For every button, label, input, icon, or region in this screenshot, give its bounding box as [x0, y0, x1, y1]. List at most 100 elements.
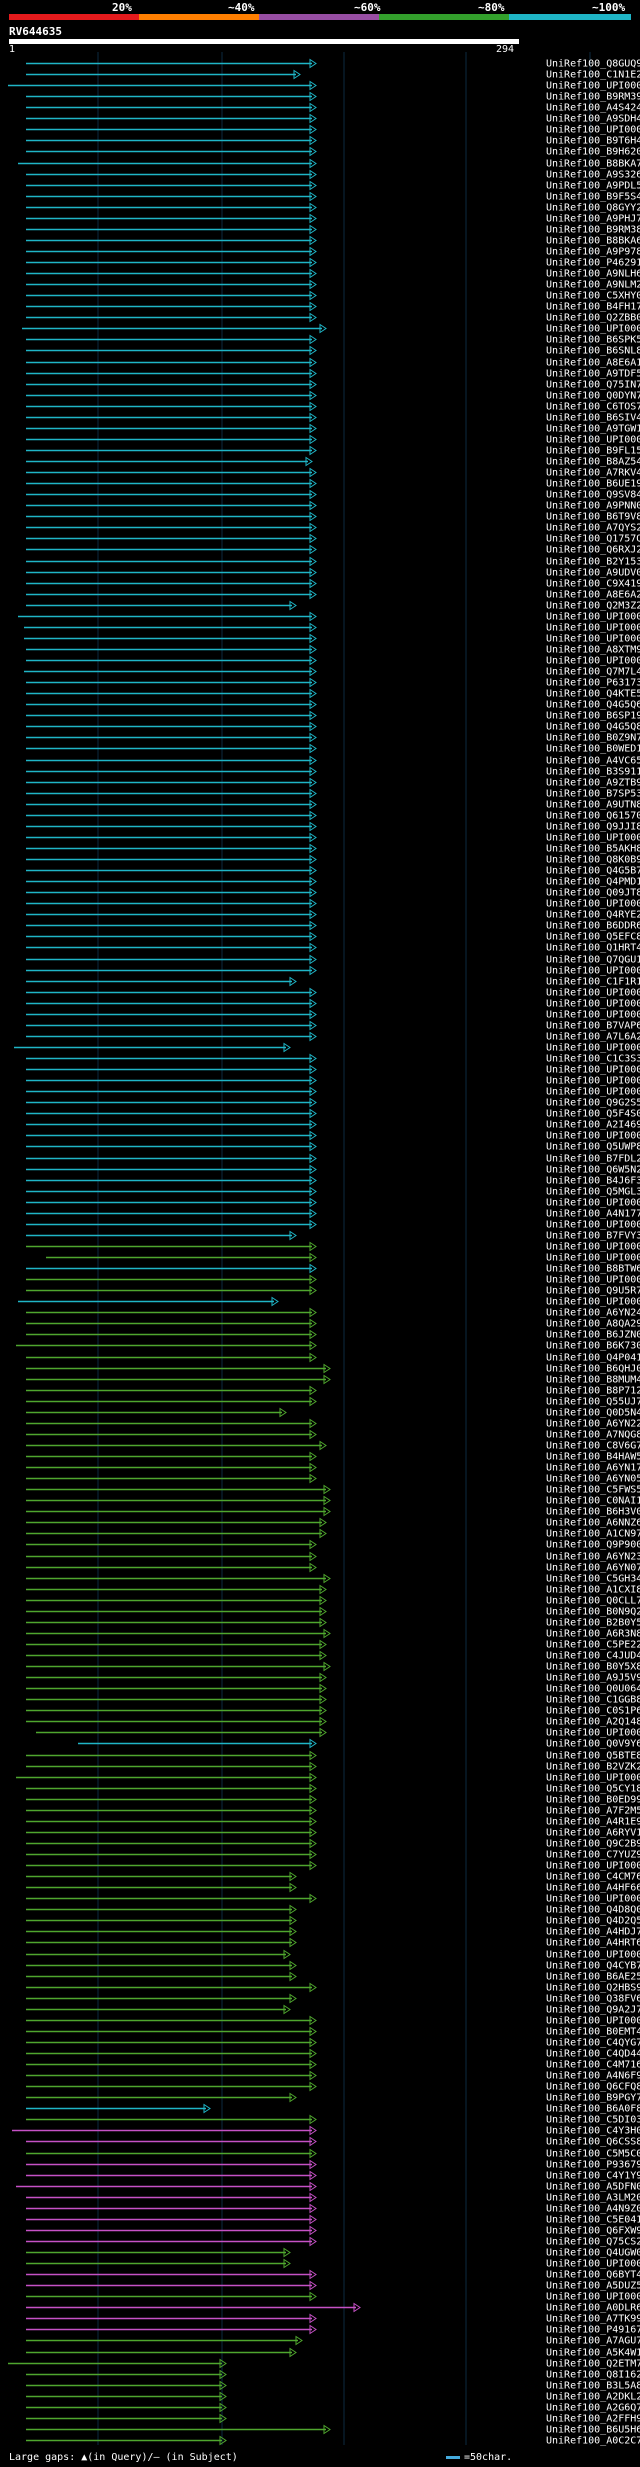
hit-arrow	[309, 1208, 317, 1219]
hit-label: UniRef100_Q8GUQ9	[546, 59, 640, 70]
hit-row: UniRef100_UPI000..	[26, 1198, 640, 1209]
hit-label: UniRef100_B0WED1	[546, 744, 640, 755]
hit-row: UniRef100_Q1757Q	[26, 534, 640, 545]
hit-row: UniRef100_C5M5C0	[26, 2149, 640, 2160]
hit-label: UniRef100_A9P978	[546, 247, 640, 258]
hit-arrow	[319, 1727, 327, 1738]
hit-row: UniRef100_Q55UJ7	[26, 1397, 640, 1408]
hit-label: UniRef100_B7FVY3	[546, 1231, 640, 1242]
hit-arrow	[309, 124, 317, 135]
hit-arrow	[289, 1904, 297, 1915]
hit-label: UniRef100_A1CN97	[546, 1529, 640, 1540]
hit-row: UniRef100_UPI000..	[26, 1242, 640, 1253]
hit-row: UniRef100_Q9C2B9	[26, 1839, 640, 1850]
hit-arrow	[309, 987, 317, 998]
hit-label: UniRef100_B9FL15	[546, 446, 640, 457]
hit-label: UniRef100_Q6BYT4	[546, 2270, 640, 2281]
hit-arrow	[309, 1020, 317, 1031]
hit-arrow	[309, 202, 317, 213]
hit-label: UniRef100_B4HAW5	[546, 1452, 640, 1463]
hit-row: UniRef100_A6YN24	[26, 1308, 640, 1319]
hit-row: UniRef100_UPI000..	[26, 988, 640, 999]
hit-row: UniRef100_UPI000..	[26, 999, 640, 1010]
hit-arrow	[219, 2402, 227, 2413]
legend-color-cyan	[509, 14, 631, 20]
hit-label: UniRef100_A9TGW1	[546, 424, 640, 435]
hit-label: UniRef100_UPI000..	[546, 899, 640, 910]
hit-arrow	[319, 1440, 327, 1451]
hit-label: UniRef100_A0DLR6	[546, 2303, 640, 2314]
hit-label: UniRef100_A7L6A2	[546, 1032, 640, 1043]
hit-arrow	[309, 1816, 317, 1827]
hit-row: UniRef100_A1CXI8	[26, 1585, 640, 1596]
hit-arrow	[309, 1473, 317, 1484]
hit-row: UniRef100_B0Y5X8	[26, 1662, 640, 1673]
hit-row: UniRef100_A5DFN0	[16, 2182, 640, 2193]
hit-row: UniRef100_C1GGB8	[26, 1695, 640, 1706]
hit-row: UniRef100_B2B0Y5	[26, 1618, 640, 1629]
hit-row: UniRef100_Q9SV84	[26, 490, 640, 501]
hit-arrow	[309, 1418, 317, 1429]
hit-label: UniRef100_B2B0Y5	[546, 1618, 640, 1629]
hit-arrow	[309, 1252, 317, 1263]
hit-arrow	[309, 854, 317, 865]
hit-label: UniRef100_A2FFH9	[546, 2414, 640, 2425]
hit-label: UniRef100_C7YUZ9	[546, 1850, 640, 1861]
hit-arrow	[289, 1926, 297, 1937]
hit-label: UniRef100_Q1757Q	[546, 534, 640, 545]
hit-label: UniRef100_Q7QGU1	[546, 955, 640, 966]
hit-label: UniRef100_C8V6G7	[546, 1441, 640, 1452]
hit-arrow	[309, 611, 317, 622]
hit-label: UniRef100_A7TK99	[546, 2314, 640, 2325]
hit-arrow	[309, 2269, 317, 2280]
hit-row: UniRef100_UPI000..	[26, 833, 640, 844]
hit-arrow	[289, 1993, 297, 2004]
hit-label: UniRef100_UPI000..	[546, 1275, 640, 1286]
hit-row: UniRef100_A7AGU7	[26, 2336, 640, 2347]
hit-label: UniRef100_Q0U064	[546, 1684, 640, 1695]
hit-row: UniRef100_UPI000..	[26, 125, 640, 136]
hit-row: UniRef100_A4HRT6	[26, 1938, 640, 1949]
hit-arrow	[309, 2148, 317, 2159]
hit-arrow	[309, 1285, 317, 1296]
hit-arrow	[323, 2424, 331, 2435]
hit-label: UniRef100_B8AZ54	[546, 457, 640, 468]
hit-label: UniRef100_Q09JT8	[546, 888, 640, 899]
hit-arrow	[309, 909, 317, 920]
hit-label: UniRef100_Q4G5Q8	[546, 722, 640, 733]
hit-row: UniRef100_A9PDL5	[26, 181, 640, 192]
hit-arrow	[309, 1385, 317, 1396]
hit-row: UniRef100_UPI000..	[36, 1728, 640, 1739]
hit-arrow	[309, 1307, 317, 1318]
hit-label: UniRef100_A4N9Z0	[546, 2204, 640, 2215]
hit-arrow	[219, 2369, 227, 2380]
hit-row: UniRef100_C5E041	[26, 2215, 640, 2226]
hit-label: UniRef100_UPI000..	[546, 1297, 640, 1308]
hit-arrow	[309, 666, 317, 677]
hit-label: UniRef100_Q4P041	[546, 1353, 640, 1364]
hit-row: UniRef100_Q4G5B7	[26, 866, 640, 877]
hit-label: UniRef100_C1F1R1	[546, 977, 640, 988]
hit-arrow	[309, 633, 317, 644]
hit-label: UniRef100_A6YN05	[546, 1474, 640, 1485]
legend-color-green	[379, 14, 509, 20]
hit-arrow	[309, 2081, 317, 2092]
hit-label: UniRef100_B7SP53	[546, 789, 640, 800]
hit-row: UniRef100_Q7QGU1	[26, 955, 640, 966]
hit-arrow	[309, 235, 317, 246]
hit-row: UniRef100_UPI000..	[18, 1297, 640, 1308]
hit-label: UniRef100_B0N9Q2	[546, 1607, 640, 1618]
hit-row: UniRef100_Q61570	[26, 811, 640, 822]
hit-arrow	[309, 2125, 317, 2136]
hit-label: UniRef100_C4JUD4	[546, 1651, 640, 1662]
hit-label: UniRef100_A4R1E9	[546, 1817, 640, 1828]
hit-arrow	[309, 500, 317, 511]
hit-label: UniRef100_Q9U5R7	[546, 1286, 640, 1297]
hit-row: UniRef100_A7QYS2	[26, 523, 640, 534]
hit-label: UniRef100_C4QYG7	[546, 2038, 640, 2049]
hit-row: UniRef100_B9RM39	[26, 92, 640, 103]
legend-color-purple	[259, 14, 379, 20]
hit-label: UniRef100_UPI000..	[546, 623, 640, 634]
hit-arrow	[309, 1738, 317, 1749]
legend-tick-40: ~40%	[228, 1, 255, 14]
